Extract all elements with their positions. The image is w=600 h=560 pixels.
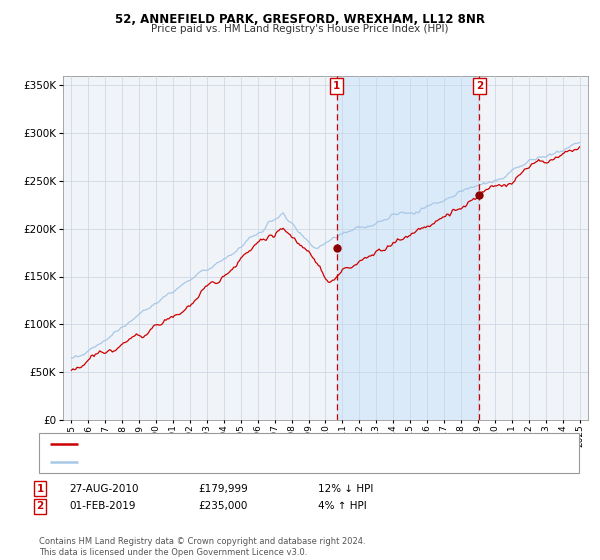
Text: 52, ANNEFIELD PARK, GRESFORD, WREXHAM, LL12 8NR: 52, ANNEFIELD PARK, GRESFORD, WREXHAM, L… [115,13,485,26]
Text: 27-AUG-2010: 27-AUG-2010 [69,484,139,494]
Text: 01-FEB-2019: 01-FEB-2019 [69,501,136,511]
Text: 1: 1 [37,484,44,494]
Text: HPI: Average price, detached house, Wrexham: HPI: Average price, detached house, Wrex… [84,458,305,466]
Text: 2: 2 [476,81,483,91]
Text: Contains HM Land Registry data © Crown copyright and database right 2024.
This d: Contains HM Land Registry data © Crown c… [39,537,365,557]
Text: 12% ↓ HPI: 12% ↓ HPI [318,484,373,494]
Bar [337,76,479,420]
Text: 1: 1 [333,81,340,91]
Text: 4% ↑ HPI: 4% ↑ HPI [318,501,367,511]
Text: 2: 2 [37,501,44,511]
Text: £179,999: £179,999 [198,484,248,494]
Text: 52, ANNEFIELD PARK, GRESFORD, WREXHAM, LL12 8NR (detached house): 52, ANNEFIELD PARK, GRESFORD, WREXHAM, L… [84,440,434,449]
Text: £235,000: £235,000 [198,501,247,511]
Text: Price paid vs. HM Land Registry's House Price Index (HPI): Price paid vs. HM Land Registry's House … [151,24,449,34]
